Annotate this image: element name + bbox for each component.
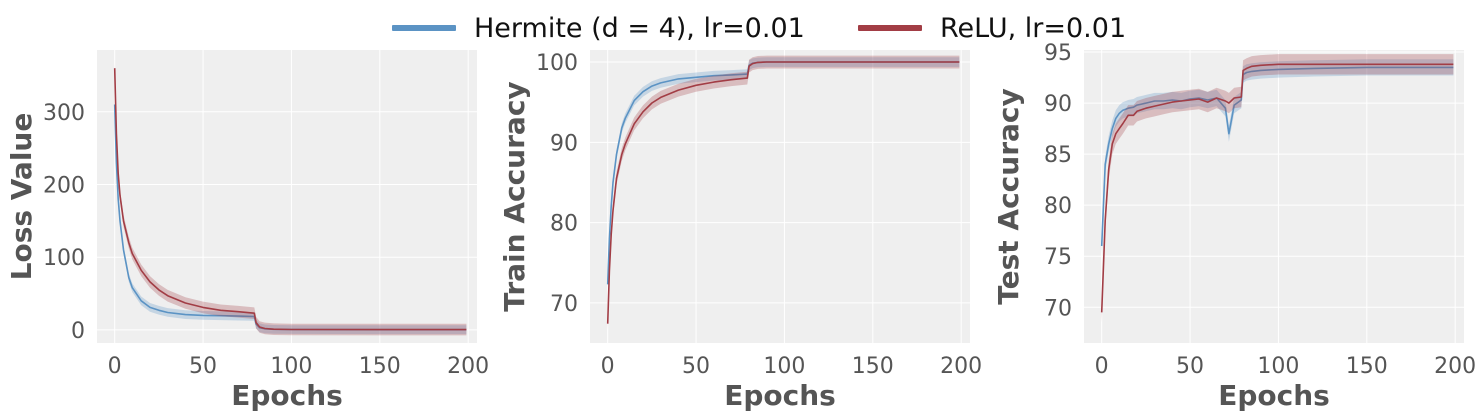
series-line-hermite bbox=[1100, 66, 1454, 247]
series-line-relu bbox=[606, 61, 960, 324]
y-tick-label: 0 bbox=[71, 319, 85, 344]
x-tick-label: 50 bbox=[189, 354, 217, 379]
y-tick-label: 100 bbox=[43, 246, 85, 271]
legend-swatch-hermite bbox=[392, 25, 456, 31]
x-tick-label: 200 bbox=[940, 354, 982, 379]
x-tick-label: 0 bbox=[108, 354, 122, 379]
x-tick-label: 50 bbox=[682, 354, 710, 379]
x-axis-label: Epochs bbox=[724, 379, 836, 412]
series-line-relu bbox=[1100, 63, 1454, 313]
y-axis-label: Train Accuracy bbox=[498, 81, 531, 311]
y-tick-label: 70 bbox=[550, 292, 578, 317]
y-tick-label: 100 bbox=[536, 51, 578, 76]
y-tick-label: 90 bbox=[1044, 92, 1072, 117]
plot-area bbox=[1084, 50, 1464, 343]
x-tick-label: 0 bbox=[601, 354, 615, 379]
x-tick-label: 50 bbox=[1176, 354, 1204, 379]
x-tick-label: 150 bbox=[852, 354, 894, 379]
y-tick-label: 200 bbox=[43, 174, 85, 199]
x-tick-label: 150 bbox=[1346, 354, 1388, 379]
x-tick-label: 100 bbox=[1257, 354, 1299, 379]
chart-panel-3: 0 50 100 150 200 70 75 80 85 90 95 Epochs Test Accur… bbox=[992, 41, 1476, 412]
chart-panel-1: 0 50 100 150 200 0 100 200 300 Epochs Loss Value bbox=[5, 50, 489, 412]
y-tick-label: 80 bbox=[1044, 194, 1072, 219]
y-tick-label: 80 bbox=[550, 212, 578, 237]
legend-label-relu: ReLU, lr=0.01 bbox=[940, 12, 1127, 44]
x-axis-label: Epochs bbox=[231, 379, 343, 412]
y-tick-label: 85 bbox=[1044, 143, 1072, 168]
series-band-hermite bbox=[114, 100, 467, 335]
y-tick-label: 70 bbox=[1044, 296, 1072, 321]
plot-area bbox=[97, 50, 477, 343]
y-axis-label: Test Accuracy bbox=[992, 88, 1025, 305]
legend-swatch-relu bbox=[858, 25, 922, 31]
legend-label-hermite: Hermite (d = 4), lr=0.01 bbox=[474, 12, 805, 44]
series-line-relu bbox=[113, 68, 467, 331]
y-axis-label: Loss Value bbox=[5, 113, 38, 281]
x-tick-label: 200 bbox=[1434, 354, 1476, 379]
x-axis-label: Epochs bbox=[1218, 379, 1330, 412]
x-tick-label: 100 bbox=[763, 354, 805, 379]
x-tick-label: 100 bbox=[270, 354, 312, 379]
legend-item-hermite: Hermite (d = 4), lr=0.01 bbox=[392, 8, 805, 48]
legend-item-relu: ReLU, lr=0.01 bbox=[858, 8, 1126, 48]
plot-area bbox=[590, 50, 970, 343]
y-tick-label: 300 bbox=[43, 101, 85, 126]
x-tick-label: 0 bbox=[1095, 354, 1109, 379]
y-tick-label: 95 bbox=[1044, 41, 1072, 66]
legend: Hermite (d = 4), lr=0.01 ReLU, lr=0.01 bbox=[0, 8, 1482, 48]
y-tick-label: 90 bbox=[550, 131, 578, 156]
x-tick-label: 150 bbox=[359, 354, 401, 379]
y-tick-label: 75 bbox=[1044, 245, 1072, 270]
x-tick-label: 200 bbox=[447, 354, 489, 379]
